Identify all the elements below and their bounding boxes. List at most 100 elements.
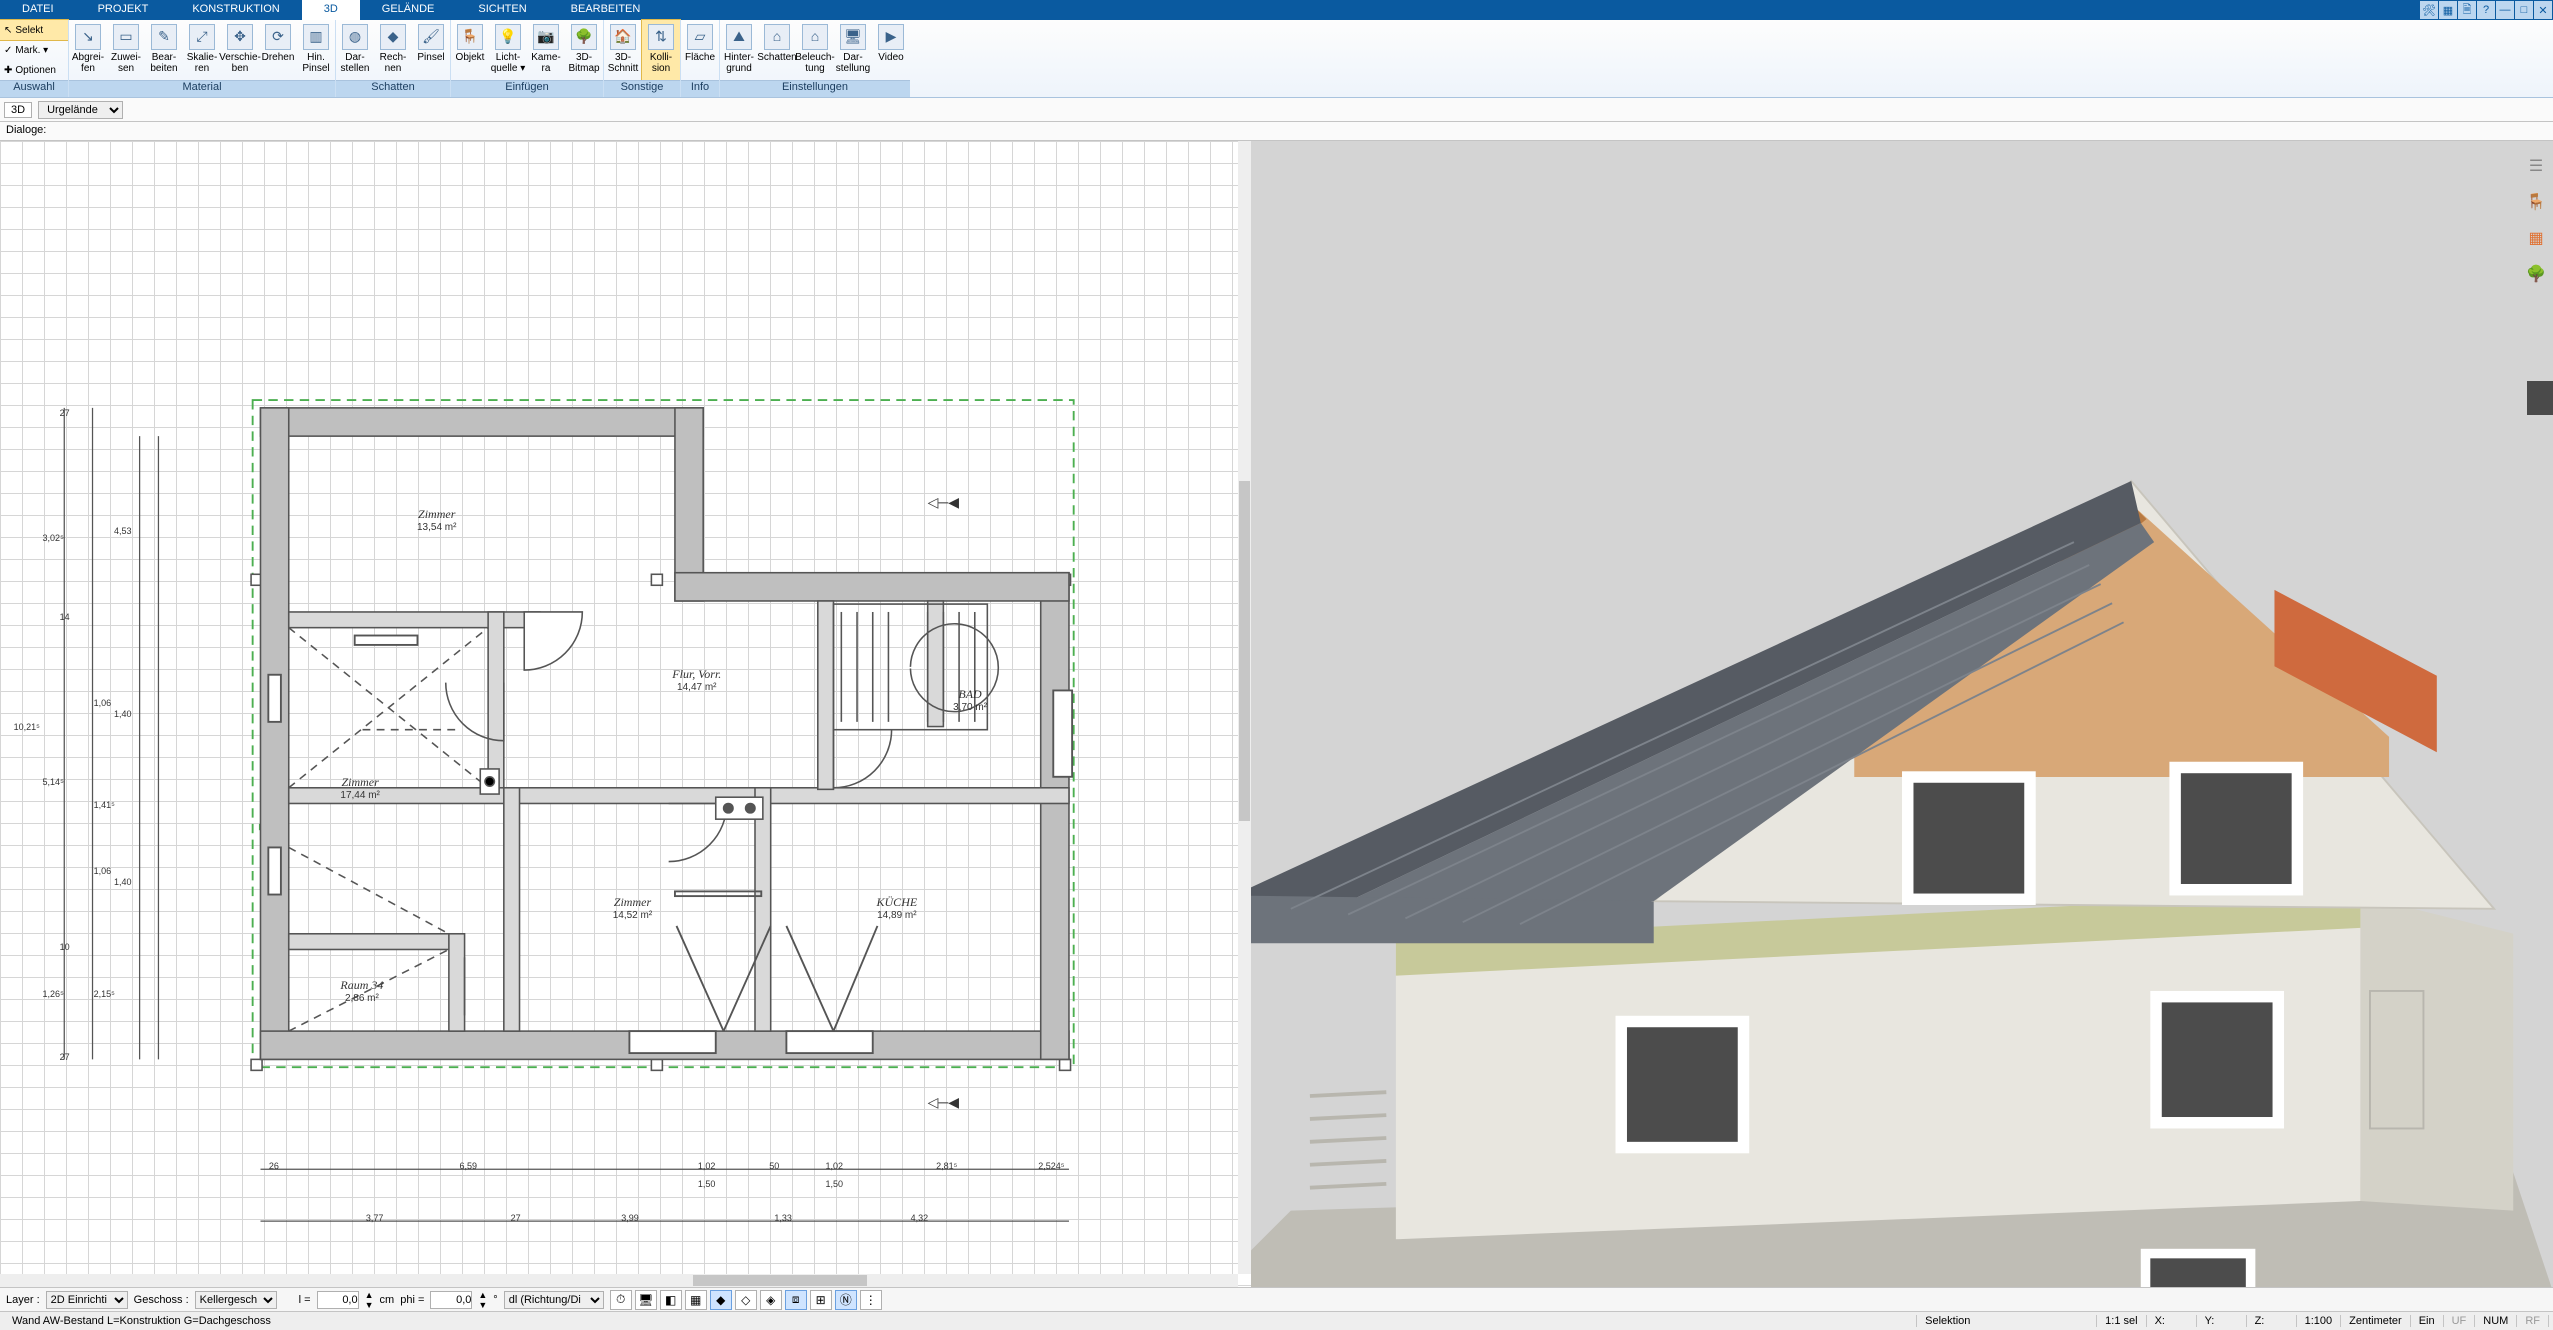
menu-tab-datei[interactable]: DATEI [0,0,76,20]
layer-select[interactable]: 2D Einrichti [46,1291,128,1309]
side-mark[interactable]: ✓Mark. ▾ [0,40,68,60]
house-3d-svg [1251,141,2553,1287]
terrain-select[interactable]: Urgelände [38,101,123,119]
bottom-tool-8[interactable]: ⊞ [810,1290,832,1310]
menu-tab-3d[interactable]: 3D [302,0,360,20]
ribbon-btn-beleuchtung[interactable]: ⌂Beleuch-tung [796,20,834,80]
bottom-tool-9[interactable]: Ⓝ [835,1290,857,1310]
menu-tab-konstruktion[interactable]: KONSTRUKTION [170,0,301,20]
side-selekt[interactable]: ↖Selekt [0,20,68,40]
ribbon-group-label: Schatten [336,80,450,97]
dimension-text: 3,02⁵ [43,533,64,543]
tool-icon[interactable]: 🛠 [2420,1,2438,19]
dimension-text: 6,59 [460,1161,478,1171]
max-icon[interactable]: □ [2515,1,2533,19]
ribbon-btn-skalieren[interactable]: ⤢Skalie-ren [183,20,221,80]
palette-icon[interactable]: ▦ [2525,227,2547,249]
ribbon-btn-flche[interactable]: ▱Fläche [681,20,719,80]
status-z: Z: [2247,1315,2297,1327]
dialoge-label: Dialoge: [6,124,46,136]
menu-tab-gelände[interactable]: GELÄNDE [360,0,457,20]
view-mode-badge: 3D [4,102,32,118]
length-unit: cm [380,1294,395,1306]
ribbon-group-einfügen: 🪑Objekt 💡Licht-quelle ▾📷Kame-ra🌳3D-Bitma… [450,20,603,97]
ribbon-btn-kamera[interactable]: 📷Kame-ra [527,20,565,80]
bottom-tool-10[interactable]: ⋮ [860,1290,882,1310]
ribbon-btn-video[interactable]: ▶Video [872,20,910,80]
min-icon[interactable]: — [2496,1,2514,19]
ribbon-btn-pinsel[interactable]: 🖌Pinsel [412,20,450,80]
dimension-text: 2,81⁵ [936,1161,957,1171]
ribbon-group-label: Material [69,80,335,97]
bottom-tool-4[interactable]: ◆ [710,1290,732,1310]
ribbon-group-label: Sonstige [604,80,680,97]
ribbon-btn-kollision[interactable]: ⇅Kolli-sion [642,20,680,80]
mode-combo[interactable]: dl (Richtung/Di [504,1291,604,1309]
floorplan-view[interactable]: Zimmer13,54 m²Flur, Vorr.14,47 m²BAD3,70… [0,141,1251,1287]
close-icon[interactable]: ✕ [2534,1,2552,19]
geschoss-label: Geschoss : [134,1294,189,1306]
dialog-bar: Dialoge: [0,122,2553,141]
3d-drag-handle[interactable] [2527,381,2553,415]
ribbon-btn-hinpinsel[interactable]: ▥Hin.Pinsel [297,20,335,80]
ribbon-btn-abgreifen[interactable]: ↘Abgrei-fen [69,20,107,80]
dimension-text: 1,06 [94,698,112,708]
chair-icon[interactable]: 🪑 [2525,191,2547,213]
ribbon-group-material: ↘Abgrei-fen▭Zuwei-sen✎Bear-beiten⤢Skalie… [68,20,335,97]
ribbon-btn-zuweisen[interactable]: ▭Zuwei-sen [107,20,145,80]
3d-side-toolbar: ☰ 🪑 ▦ 🌳 [2523,155,2549,285]
bottom-tool-1[interactable]: 🖥 [635,1290,657,1310]
dimension-text: 27 [511,1213,521,1223]
bottom-tool-7[interactable]: ⧈ [785,1290,807,1310]
bottom-tool-2[interactable]: ◧ [660,1290,682,1310]
bottom-tool-5[interactable]: ◇ [735,1290,757,1310]
help-icon[interactable]: ? [2477,1,2495,19]
ribbon-btn-rechnen[interactable]: ◆Rech-nen [374,20,412,80]
dimension-text: 50 [769,1161,779,1171]
ribbon-btn-dschnitt[interactable]: 🏠3D-Schnitt [604,20,642,80]
bottom-tool-3[interactable]: ▦ [685,1290,707,1310]
doc-icon[interactable]: 🗎 [2458,1,2476,19]
ribbon-groups: ↘Abgrei-fen▭Zuwei-sen✎Bear-beiten⤢Skalie… [68,20,910,97]
menu-tab-bearbeiten[interactable]: BEARBEITEN [549,0,663,20]
geschoss-select[interactable]: Kellergesch [195,1291,277,1309]
dimension-text: 2,15⁵ [94,989,115,999]
status-rf: RF [2517,1315,2549,1327]
dimension-text: 10 [60,942,70,952]
side-group-label: Auswahl [0,80,68,97]
ribbon-btn-hintergrund[interactable]: ⛰Hinter-grund [720,20,758,80]
menu-tab-sichten[interactable]: SICHTEN [456,0,548,20]
ribbon-btn-darstellung[interactable]: 🖥Dar-stellung [834,20,872,80]
layers-icon[interactable]: ☰ [2525,155,2547,177]
ribbon-group-info: ▱Fläche Info [680,20,719,97]
dimension-text: 26 [269,1161,279,1171]
3d-view[interactable]: ☰ 🪑 ▦ 🌳 [1251,141,2553,1287]
floorplan-svg [0,141,1251,1287]
box-icon[interactable]: ▦ [2439,1,2457,19]
bottom-tool-6[interactable]: ◈ [760,1290,782,1310]
ribbon-btn-dbitmap[interactable]: 🌳3D-Bitmap [565,20,603,80]
ribbon-btn-objekt[interactable]: 🪑Objekt [451,20,489,80]
dimension-text: 5,14⁵ [43,777,64,787]
tree-icon[interactable]: 🌳 [2525,263,2547,285]
ribbon-btn-drehen[interactable]: ⟳Drehen [259,20,297,80]
floorplan-hscrollbar[interactable] [0,1274,1238,1287]
ribbon-group-label: Einstellungen [720,80,910,97]
ribbon-btn-verschieben[interactable]: ✥Verschie-ben [221,20,259,80]
ribbon-btn-schatten[interactable]: ⌂Schatten [758,20,796,80]
menu-tab-projekt[interactable]: PROJEKT [76,0,171,20]
ribbon-btn-lichtquelle[interactable]: 💡Licht-quelle ▾ [489,20,527,80]
ribbon-btn-darstellen[interactable]: ◍Dar-stellen [336,20,374,80]
dimension-text: 10,21⁵ [14,722,40,732]
dimension-text: 1,02 [698,1161,716,1171]
bottom-tool-0[interactable]: ⏱ [610,1290,632,1310]
length-input[interactable] [317,1291,359,1309]
floorplan-vscrollbar[interactable] [1238,141,1251,1274]
status-unit: Zentimeter [2341,1315,2411,1327]
dimension-text: 1,02 [825,1161,843,1171]
ribbon-group-schatten: ◍Dar-stellen◆Rech-nen🖌Pinsel Schatten [335,20,450,97]
dimension-text: 3,77 [366,1213,384,1223]
phi-input[interactable] [430,1291,472,1309]
ribbon-btn-bearbeiten[interactable]: ✎Bear-beiten [145,20,183,80]
side-optionen[interactable]: ✚Optionen [0,60,68,80]
